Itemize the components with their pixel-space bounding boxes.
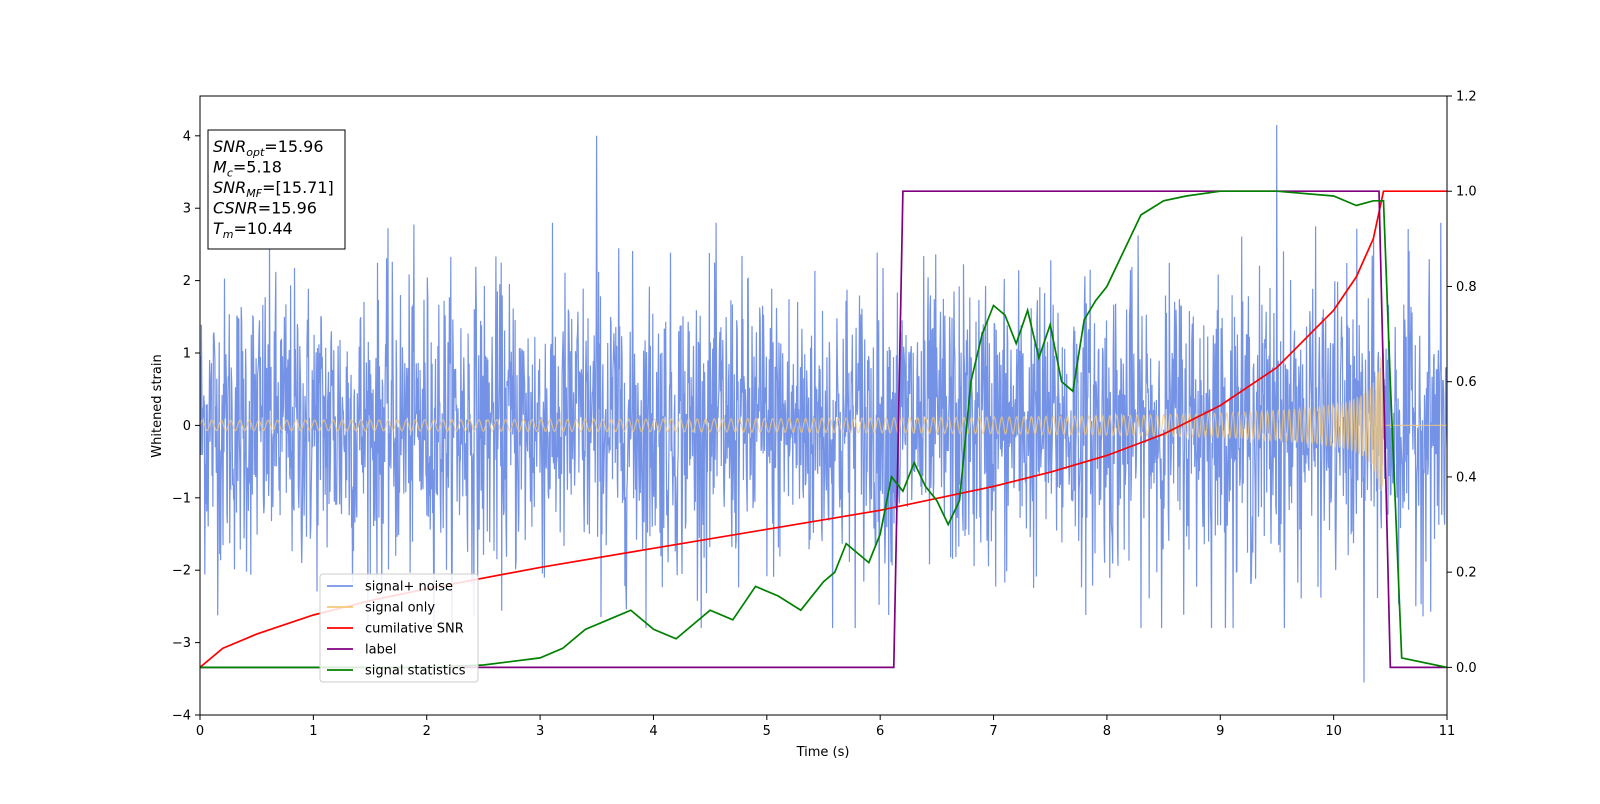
- series-label: [200, 190, 1447, 669]
- legend-item: signal statistics: [327, 664, 466, 679]
- y2-tick-label: 0.8: [1456, 280, 1477, 295]
- legend-item: cumilative SNR: [327, 622, 464, 637]
- y-tick-label: 4: [183, 129, 191, 144]
- legend-item: label: [327, 643, 396, 658]
- info-box-line: Mc=5.18: [213, 158, 282, 180]
- info-box-line: CSNR=15.96: [213, 199, 317, 218]
- info-box-line: SNRopt=15.96: [213, 137, 324, 159]
- axes: 0 1 2 3 4 5 6 7 8 9 10 11 −4 −3 −2 −1 0 1 2 3 4 0.0 0.2 0.4 0.6 0…: [172, 90, 1477, 740]
- x-tick-label: 10: [1325, 724, 1342, 739]
- y2-tick-label: 0.6: [1456, 375, 1477, 390]
- y2-tick-label: 0.4: [1456, 470, 1477, 485]
- x-tick-label: 2: [423, 724, 431, 739]
- plot-frame: [199, 95, 1448, 716]
- legend-label: cumilative SNR: [365, 622, 464, 637]
- y-tick-label: 3: [183, 202, 191, 217]
- series-signal-only: [200, 356, 1447, 492]
- legend-label: signal+ noise: [365, 580, 453, 595]
- info-box-frame: [207, 129, 346, 250]
- series-signal-noise: [200, 124, 1447, 683]
- y-tick-label: 0: [183, 419, 191, 434]
- legend-item: signal+ noise: [327, 580, 453, 595]
- x-tick-label: 4: [649, 724, 657, 739]
- series-label-line: [200, 190, 1447, 669]
- x-tick-label: 1: [309, 724, 317, 739]
- y-axis-title: Whitened strain: [150, 354, 165, 457]
- legend-frame: [319, 573, 479, 683]
- x-tick-label: 6: [876, 724, 884, 739]
- legend: signal+ noise signal only cumilative SNR la…: [319, 573, 479, 683]
- series-signal-only-line: [200, 356, 1447, 492]
- info-box-line: Tm=10.44: [213, 219, 293, 241]
- x-tick-label: 5: [763, 724, 771, 739]
- y2-tick-label: 1.2: [1456, 90, 1477, 105]
- series-signal-noise-line: [200, 124, 1447, 683]
- legend-label: signal only: [365, 601, 435, 616]
- series-signal-statistics-line: [200, 190, 1447, 669]
- legend-item: signal only: [327, 601, 435, 616]
- y-tick-label: −4: [172, 709, 191, 724]
- x-tick-label: 7: [989, 724, 997, 739]
- y-tick-label: −2: [172, 564, 191, 579]
- series-signal-statistics: [200, 190, 1447, 669]
- y-tick-label: −1: [172, 491, 191, 506]
- x-axis-title: Time (s): [796, 745, 850, 760]
- legend-label: label: [365, 643, 396, 658]
- y-tick-label: 1: [183, 347, 191, 362]
- info-box: SNRopt=15.96Mc=5.18SNRMF=[15.71]CSNR=15.…: [207, 129, 346, 250]
- y-tick-label: −3: [172, 636, 191, 651]
- x-tick-label: 8: [1103, 724, 1111, 739]
- info-box-line: SNRMF=[15.71]: [213, 178, 334, 200]
- y-tick-label: 2: [183, 274, 191, 289]
- x-tick-label: 9: [1216, 724, 1224, 739]
- y2-tick-label: 0.2: [1456, 566, 1477, 581]
- y2-tick-label: 0.0: [1456, 661, 1477, 676]
- x-tick-label: 3: [536, 724, 544, 739]
- legend-label: signal statistics: [365, 664, 466, 679]
- y2-tick-label: 1.0: [1456, 185, 1477, 200]
- x-tick-label: 11: [1439, 724, 1456, 739]
- x-tick-label: 0: [196, 724, 204, 739]
